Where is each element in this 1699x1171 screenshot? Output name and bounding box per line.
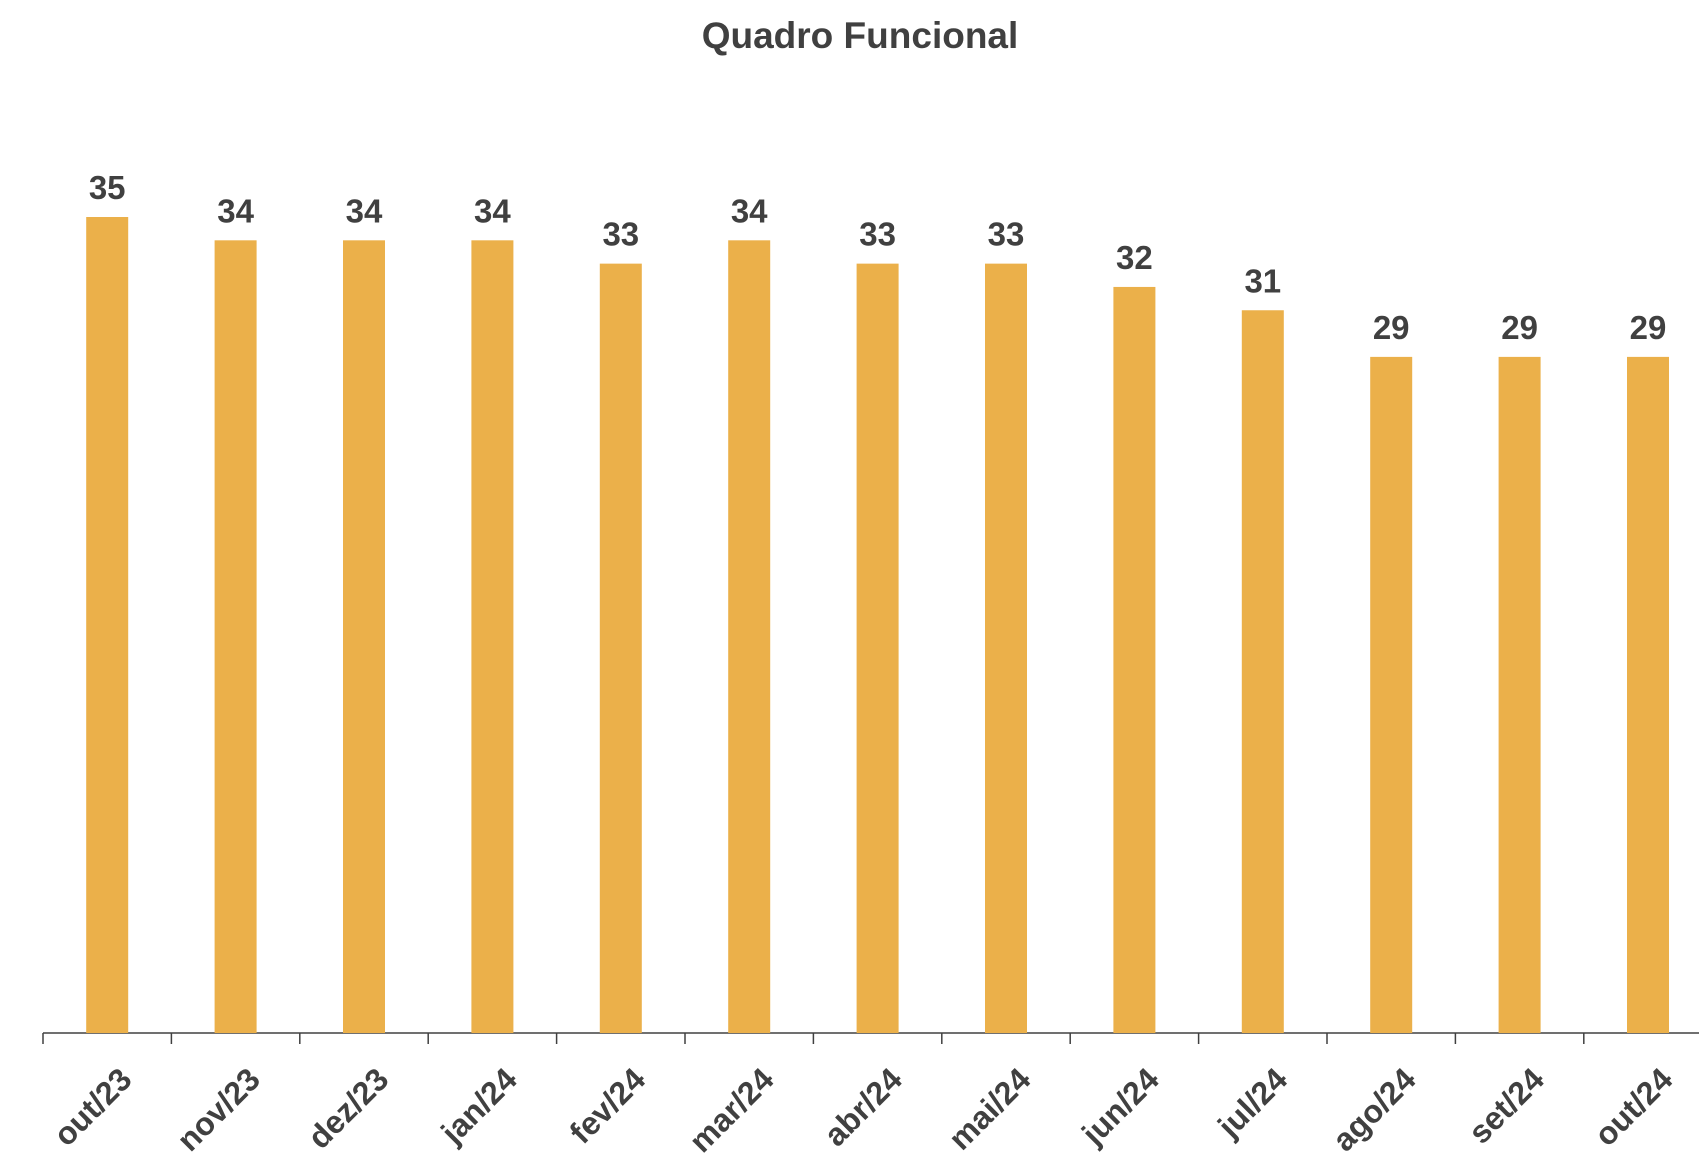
bar [728,240,771,1034]
value-label: 31 [1244,262,1281,299]
x-tick-label: jun/24 [1074,1061,1166,1153]
chart-title: Quadro Funcional [702,15,1019,56]
value-label: 34 [217,192,254,229]
value-label: 33 [859,216,896,253]
x-tick-label: jul/24 [1210,1061,1294,1145]
x-tick-label: abr/24 [817,1061,909,1153]
value-label: 29 [1501,309,1538,346]
bar [214,240,257,1034]
value-label: 33 [602,216,639,253]
bar [856,263,899,1034]
value-label: 29 [1630,309,1667,346]
bar [471,240,514,1034]
value-label: 34 [474,192,511,229]
bar [1241,310,1284,1033]
bar [1370,356,1413,1033]
bar [1113,286,1156,1033]
bar [1627,356,1669,1033]
x-tick-label: set/24 [1461,1061,1551,1151]
value-label: 29 [1373,309,1410,346]
x-tick-label: jan/24 [433,1061,523,1151]
x-tick-label: mar/24 [682,1061,781,1160]
x-tick-label: ago/24 [1325,1061,1422,1158]
x-tick-label: dez/23 [301,1061,396,1156]
bar [343,240,385,1034]
x-tick-label: fev/24 [563,1061,653,1151]
value-label: 32 [1116,239,1153,276]
bar [1498,356,1541,1033]
x-tick-label: out/24 [1587,1061,1679,1153]
x-tick-label: out/23 [46,1061,138,1153]
bar [86,217,129,1033]
value-label: 35 [89,169,126,206]
value-label: 33 [988,216,1025,253]
bar [599,263,642,1034]
bar [985,263,1027,1034]
value-label: 34 [731,192,768,229]
x-tick-label: mai/24 [941,1061,1037,1157]
x-tick-label: nov/23 [170,1061,267,1158]
value-label: 34 [346,192,383,229]
